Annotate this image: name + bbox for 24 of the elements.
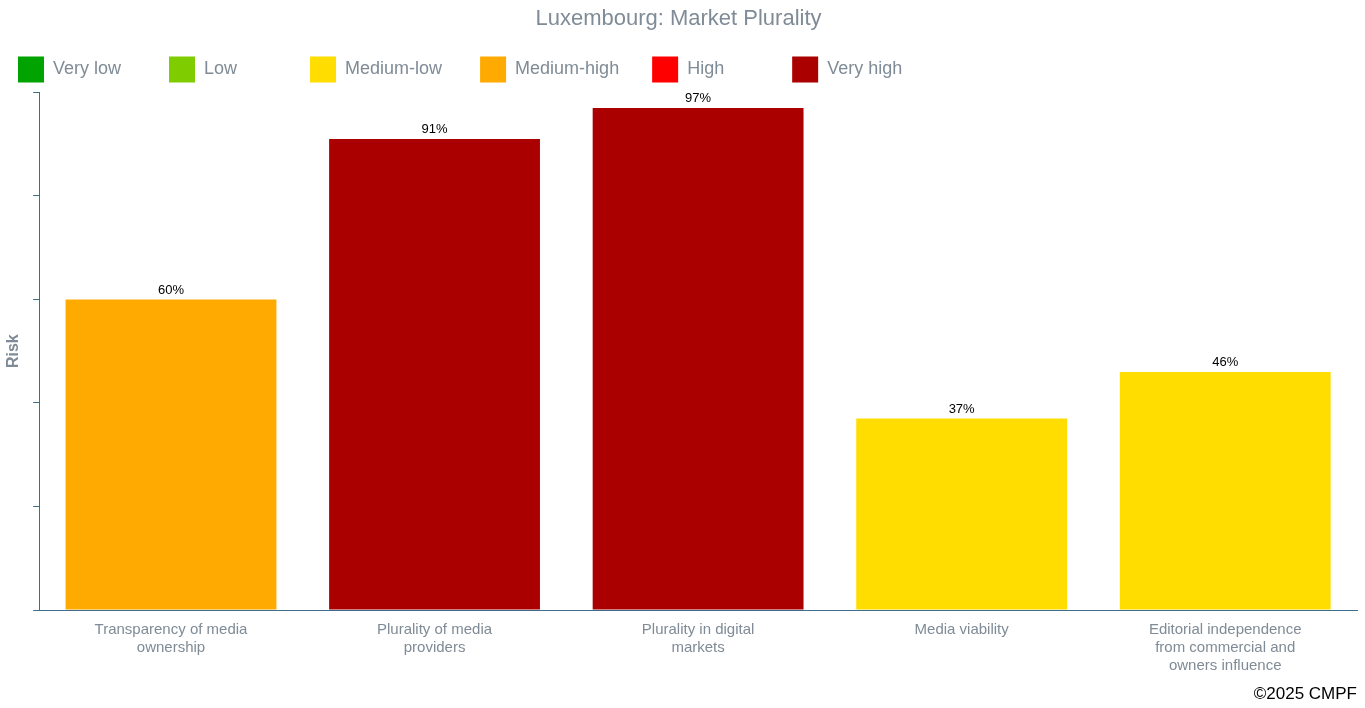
legend-label: Very low — [53, 58, 152, 79]
legend-label: High — [687, 58, 775, 79]
legend-label: Low — [204, 58, 293, 79]
x-tick-label: Plurality in digital markets — [641, 620, 755, 656]
data-label: 46% — [1212, 353, 1239, 369]
legend-label: Medium-low — [345, 58, 463, 79]
y-axis-title: Risk — [4, 334, 22, 369]
x-tick-label: Transparency of media ownership — [94, 620, 249, 656]
text: ©2025 CMPF — [1253, 684, 1357, 704]
bar — [329, 138, 540, 610]
data-label: 37% — [948, 400, 976, 416]
x-tick-label: Media viability — [914, 620, 1010, 638]
bar — [1119, 371, 1331, 610]
data-label: 97% — [685, 90, 712, 106]
bar — [65, 299, 277, 610]
legend-label: Medium-high — [515, 58, 635, 79]
data-label: 91% — [421, 121, 448, 137]
bar — [856, 418, 1068, 610]
bar — [592, 107, 804, 610]
chart-title: Luxembourg: Market Plurality — [535, 5, 822, 31]
x-tick-label: Editorial independence from commercial and owners influence — [1148, 620, 1302, 674]
legend-label: Very high — [827, 58, 928, 79]
x-tick-label: Plurality of media providers — [377, 620, 493, 656]
data-label: 60% — [157, 281, 185, 297]
